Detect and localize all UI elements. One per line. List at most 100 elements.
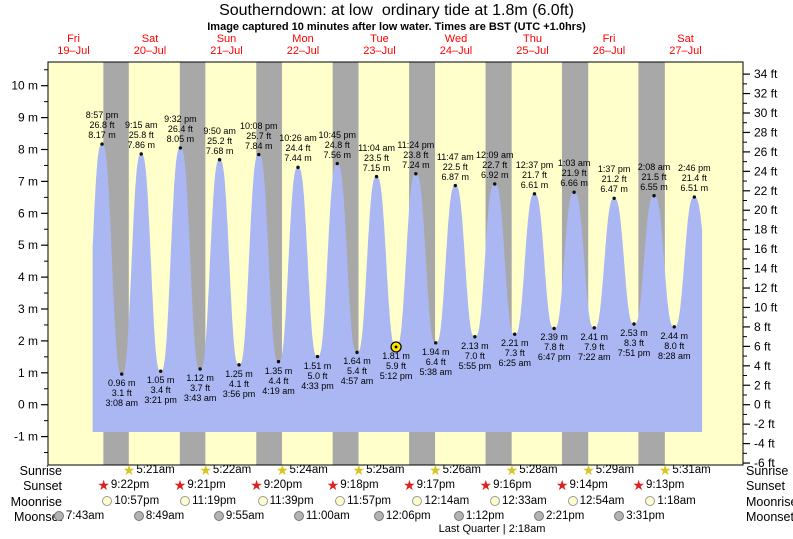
high-tide-label: 10:26 am 24.4 ft 7.44 m — [279, 133, 317, 163]
tide-height-ft: 26.8 ft — [89, 120, 115, 131]
y-axis-label-left: 10 m — [11, 79, 38, 93]
moonrise-icon — [257, 495, 268, 506]
moonset-entry: 12:06pm — [373, 510, 431, 522]
day-of-week: Sat — [141, 33, 159, 45]
day-of-week: Wed — [444, 33, 468, 45]
moonset-icon — [53, 510, 64, 521]
low-tide-dot — [237, 363, 241, 367]
tide-time: 9:15 am — [124, 119, 158, 130]
tide-height-m: 7.86 m — [127, 139, 155, 150]
tide-time: 8:28 am — [657, 350, 691, 361]
tide-height-ft: 5.9 ft — [386, 360, 407, 371]
sunset-entry: ★ 9:21pm — [174, 478, 226, 492]
high-tide-dot — [414, 172, 418, 176]
y-axis-label-right: 20 ft — [754, 203, 778, 217]
moonrise-icon — [645, 495, 656, 506]
tide-height-ft: 3.4 ft — [150, 385, 171, 396]
tide-height-m: 2.53 m — [620, 327, 648, 338]
tide-height-m: 8.05 m — [166, 133, 195, 144]
tide-height-ft: 21.2 ft — [601, 174, 627, 185]
high-tide-dot — [493, 182, 497, 186]
tide-height-ft: 21.9 ft — [561, 168, 587, 179]
y-axis-label-right: 28 ft — [754, 125, 778, 139]
tide-height-m: 1.12 m — [186, 372, 214, 383]
moonset-entry: 11:00am — [293, 510, 350, 522]
sunset-icon: ★ — [97, 477, 110, 493]
high-tide-dot — [178, 146, 183, 150]
tide-height-m: 2.13 m — [461, 340, 489, 351]
moonset-entry: 8:49am — [133, 509, 185, 522]
moonset-time: 9:55am — [225, 509, 265, 522]
sunset-time: 9:22pm — [110, 479, 150, 491]
tide-height-m: 2.21 m — [500, 338, 529, 349]
day-date: 27–Jul — [669, 45, 702, 57]
high-tide-dot — [692, 195, 697, 199]
y-axis-label-left: 2 m — [18, 334, 38, 348]
moonrise-time: 12:54am — [579, 494, 625, 507]
low-tide-label: 2.21 m 7.3 ft 6:25 am — [498, 338, 531, 368]
tide-height-ft: 25.8 ft — [128, 129, 154, 140]
tide-time: 2:08 am — [637, 161, 671, 172]
low-tide-dot — [158, 369, 163, 373]
moonrise-icon — [102, 495, 113, 506]
low-tide-dot — [315, 354, 320, 359]
tide-height-ft: 7.0 ft — [464, 350, 485, 361]
tide-height-m: 1.94 m — [421, 346, 450, 357]
tide-time: 10:08 pm — [240, 120, 278, 131]
moonset-time: 2:21pm — [545, 509, 585, 522]
low-tide-label: 2.41 m 7.9 ft 7:22 am — [578, 332, 611, 362]
tide-height-ft: 23.8 ft — [403, 149, 429, 160]
day-date: 22–Jul — [286, 45, 320, 57]
day-of-week: Sat — [677, 33, 694, 45]
y-axis-label-left: 4 m — [18, 270, 38, 284]
day-label: Wed 24–Jul — [440, 33, 472, 57]
y-axis-label-right: -6 ft — [754, 456, 775, 470]
day-date: 19–Jul — [57, 45, 90, 57]
moonrise-time: 10:57pm — [114, 494, 160, 507]
tide-height-ft: 21.5 ft — [641, 171, 667, 182]
day-label: Sat 20–Jul — [134, 33, 166, 57]
chart-subtitle: Image captured 10 minutes after low wate… — [207, 21, 586, 33]
sunset-time: 9:17pm — [416, 479, 455, 491]
tide-height-m: 8.17 m — [88, 130, 116, 141]
moonrise-icon — [412, 495, 423, 506]
tide-height-m: 6.92 m — [480, 169, 509, 180]
tide-time: 3:43 am — [183, 392, 217, 403]
tide-time: 4:57 am — [340, 376, 374, 387]
sunrise-time: 5:28am — [519, 464, 558, 476]
sunrise-entry: ★ 5:29am — [582, 463, 634, 477]
day-date: 23–Jul — [363, 45, 396, 57]
tide-height-ft: 21.7 ft — [521, 169, 547, 180]
high-tide-dot — [532, 192, 537, 196]
y-axis-label-right: 4 ft — [754, 359, 771, 373]
row-label-sunset: Sunset — [23, 479, 62, 493]
moonset-time: 8:49am — [145, 509, 185, 522]
y-axis-label-right: 24 ft — [754, 164, 778, 178]
day-label: Thu 25–Jul — [516, 33, 548, 57]
high-tide-label: 1:03 am 21.9 ft 6.66 m — [558, 158, 591, 188]
moonrise-entry: 11:57pm — [335, 495, 391, 507]
sunrise-entry: ★ 5:21am — [123, 463, 175, 477]
sunrise-entry: ★ 5:24am — [276, 463, 328, 477]
high-tide-label: 8:57 pm 26.8 ft 8.17 m — [86, 110, 119, 140]
high-tide-label: 2:46 pm 21.4 ft 6.51 m — [678, 163, 711, 193]
high-tide-label: 11:04 am 23.5 ft 7.15 m — [358, 143, 395, 173]
moonrise-entry: 11:19pm — [180, 495, 236, 507]
tide-height-m: 1.05 m — [146, 375, 175, 386]
tide-height-ft: 6.4 ft — [425, 356, 446, 367]
sunrise-icon: ★ — [658, 462, 672, 478]
plot-border — [47, 61, 744, 466]
moonrise-entry: 12:14am — [412, 495, 469, 507]
sunrise-entry: ★ 5:25am — [353, 463, 405, 477]
day-label: Fri 26–Jul — [593, 33, 625, 57]
high-tide-dot — [572, 190, 576, 194]
day-label: Fri 19–Jul — [57, 33, 89, 57]
sunrise-entry: ★ 5:31am — [658, 462, 711, 478]
tide-height-ft: 3.7 ft — [190, 382, 211, 393]
moonset-icon — [614, 510, 625, 521]
sunset-time: 9:20pm — [263, 479, 303, 491]
low-tide-dot — [473, 335, 477, 339]
high-tide-dot — [335, 161, 339, 166]
y-axis-label-left: 0 m — [18, 398, 38, 412]
